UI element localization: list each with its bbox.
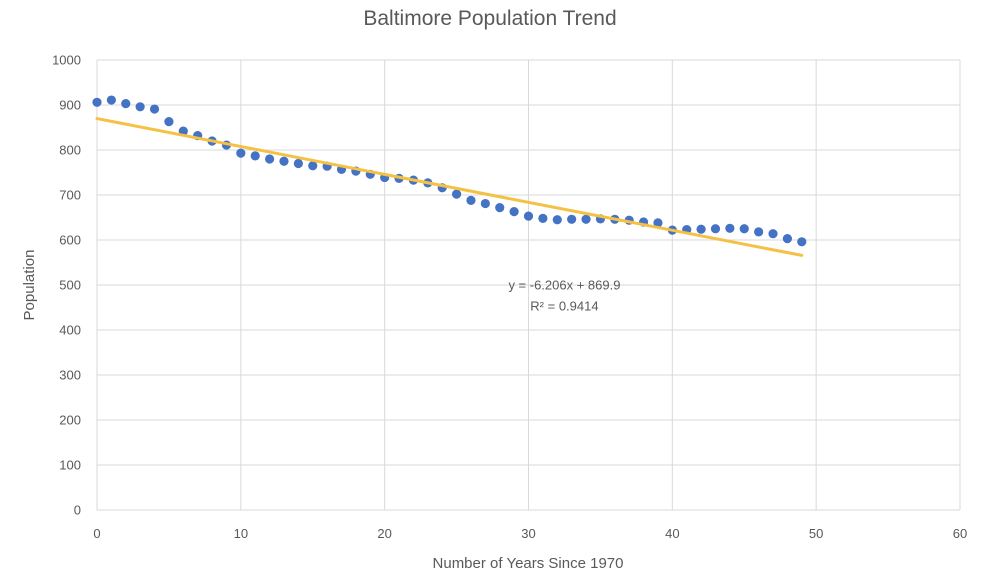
trendline-equation: y = -6.206x + 869.9 xyxy=(508,278,620,293)
data-point xyxy=(250,151,260,161)
data-point xyxy=(451,189,462,199)
data-point xyxy=(523,211,534,221)
y-tick-label: 300 xyxy=(59,368,81,383)
data-point xyxy=(293,158,303,169)
data-point xyxy=(782,234,793,244)
data-point xyxy=(552,215,562,225)
x-tick-label: 60 xyxy=(953,526,967,541)
data-point xyxy=(581,214,591,224)
data-point xyxy=(92,97,102,107)
data-point xyxy=(149,104,160,114)
data-point xyxy=(725,223,735,233)
x-tick-label: 20 xyxy=(377,526,391,541)
y-tick-label: 900 xyxy=(59,98,81,113)
data-point xyxy=(236,148,246,158)
data-point xyxy=(768,229,778,239)
data-point xyxy=(538,213,548,223)
y-tick-label: 500 xyxy=(59,278,81,293)
x-axis-title: Number of Years Since 1970 xyxy=(433,555,624,572)
y-axis-title: Population xyxy=(21,250,38,321)
data-point xyxy=(480,198,490,209)
gridlines xyxy=(96,59,961,511)
y-tick-label: 700 xyxy=(59,188,81,203)
x-tick-label: 30 xyxy=(521,526,535,541)
y-tick-label: 600 xyxy=(59,233,81,248)
x-tick-label: 40 xyxy=(665,526,679,541)
x-tick-label: 0 xyxy=(93,526,100,541)
x-tick-label: 10 xyxy=(234,526,248,541)
y-tick-label: 400 xyxy=(59,323,81,338)
x-tick-labels: 0 10 20 30 40 50 60 xyxy=(93,526,967,541)
y-tick-label: 800 xyxy=(59,143,81,158)
data-point xyxy=(567,214,577,224)
data-point xyxy=(279,156,289,166)
y-tick-label: 0 xyxy=(74,503,81,518)
trendline-r-squared: R² = 0.9414 xyxy=(530,299,598,314)
data-point xyxy=(754,227,764,237)
data-point xyxy=(495,203,505,213)
data-point xyxy=(696,224,706,234)
data-point xyxy=(265,154,275,164)
data-point xyxy=(653,218,663,228)
data-point xyxy=(106,95,116,105)
data-point xyxy=(164,117,174,127)
data-point xyxy=(509,207,519,217)
y-tick-labels: 0 100 200 300 400 500 600 700 800 900 1000 xyxy=(52,53,81,518)
data-point xyxy=(121,99,131,109)
y-tick-label: 200 xyxy=(59,413,81,428)
trendline xyxy=(95,117,804,257)
x-tick-label: 50 xyxy=(809,526,823,541)
data-point xyxy=(135,102,145,112)
y-tick-label: 100 xyxy=(59,458,81,473)
data-point xyxy=(308,161,318,171)
data-point xyxy=(710,224,721,234)
data-point xyxy=(797,237,807,247)
chart-title: Baltimore Population Trend xyxy=(363,7,616,30)
y-tick-label: 1000 xyxy=(52,53,81,68)
data-point xyxy=(466,195,476,205)
data-point xyxy=(739,224,749,234)
